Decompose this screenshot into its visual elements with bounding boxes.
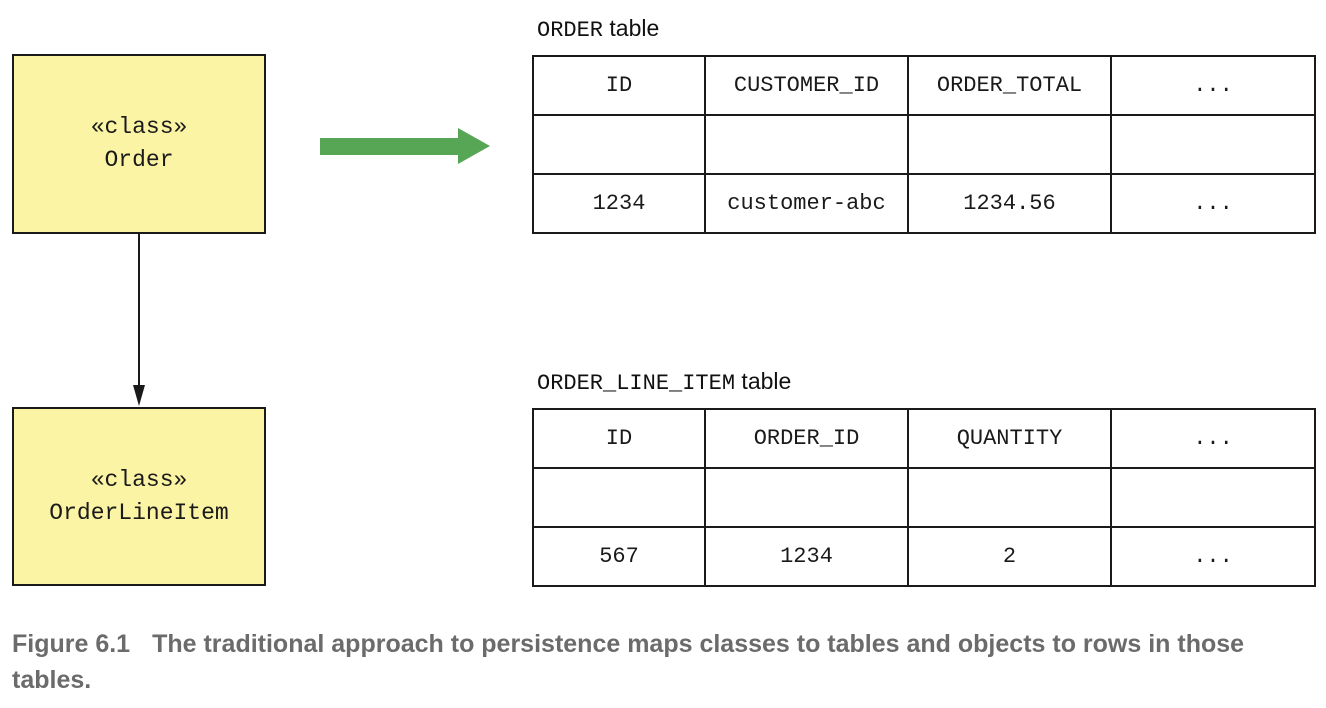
order-line-item-table-cell: ... — [1110, 526, 1316, 587]
order-table-header-row: ID CUSTOMER_ID ORDER_TOTAL ... — [532, 55, 1316, 116]
order-table-cell — [907, 114, 1112, 175]
order-line-item-table: ID ORDER_ID QUANTITY ... 567 1234 2 ... — [532, 408, 1316, 587]
order-table-header-cell: ORDER_TOTAL — [907, 55, 1112, 116]
order-table-cell — [1110, 114, 1316, 175]
figure-caption: Figure 6.1 The traditional approach to pe… — [12, 626, 1312, 698]
order-class-stereotype: «class» — [90, 114, 188, 140]
order-table-row: 1234 customer-abc 1234.56 ... — [532, 173, 1316, 234]
order-line-item-table-cell — [532, 467, 706, 528]
order-table-cell — [532, 114, 706, 175]
order-line-item-table-cell — [907, 467, 1112, 528]
order-line-item-table-header-cell: ID — [532, 408, 706, 469]
order-line-item-table-caption: ORDER_LINE_ITEM table — [537, 368, 791, 396]
order-table-header-cell: CUSTOMER_ID — [704, 55, 909, 116]
figure-caption-text: The traditional approach to persistence … — [12, 630, 1245, 694]
association-arrowhead — [133, 385, 145, 406]
order-line-item-table-row — [532, 467, 1316, 528]
order-table-cell: 1234.56 — [907, 173, 1112, 234]
order-line-item-class-stereotype: «class» — [90, 466, 188, 493]
order-line-item-table-header-cell: QUANTITY — [907, 408, 1112, 469]
order-table-header-cell: ID — [532, 55, 706, 116]
order-line-item-table-header-cell: ... — [1110, 408, 1316, 469]
figure-number: Figure 6.1 — [12, 630, 131, 658]
order-line-item-table-cell — [704, 467, 909, 528]
order-class-box: «class» Order — [12, 54, 266, 234]
order-table-cell — [704, 114, 909, 175]
order-table-header-cell: ... — [1110, 55, 1316, 116]
order-line-item-table-header-row: ID ORDER_ID QUANTITY ... — [532, 408, 1316, 469]
order-table-caption-suffix: table — [603, 15, 660, 41]
order-table-cell: 1234 — [532, 173, 706, 234]
order-line-item-table-caption-suffix: table — [735, 368, 792, 394]
mapping-arrow-shaft — [320, 138, 462, 155]
order-line-item-table-row: 567 1234 2 ... — [532, 526, 1316, 587]
order-line-item-table-cell — [1110, 467, 1316, 528]
order-line-item-table-header-cell: ORDER_ID — [704, 408, 909, 469]
order-table-caption: ORDER table — [537, 15, 659, 43]
order-line-item-table-cell: 567 — [532, 526, 706, 587]
order-line-item-class-name: OrderLineItem — [49, 499, 229, 526]
order-class-name: Order — [104, 147, 174, 173]
order-line-item-table-cell: 2 — [907, 526, 1112, 587]
order-table-cell: customer-abc — [704, 173, 909, 234]
order-table-row — [532, 114, 1316, 175]
order-table: ID CUSTOMER_ID ORDER_TOTAL ... 1234 cust… — [532, 55, 1316, 234]
order-table-caption-name: ORDER — [537, 18, 604, 43]
mapping-arrow-head — [458, 128, 490, 164]
order-line-item-table-caption-name: ORDER_LINE_ITEM — [537, 371, 736, 396]
order-table-cell: ... — [1110, 173, 1316, 234]
order-line-item-class-box: «class» OrderLineItem — [12, 407, 266, 586]
order-line-item-table-cell: 1234 — [704, 526, 909, 587]
